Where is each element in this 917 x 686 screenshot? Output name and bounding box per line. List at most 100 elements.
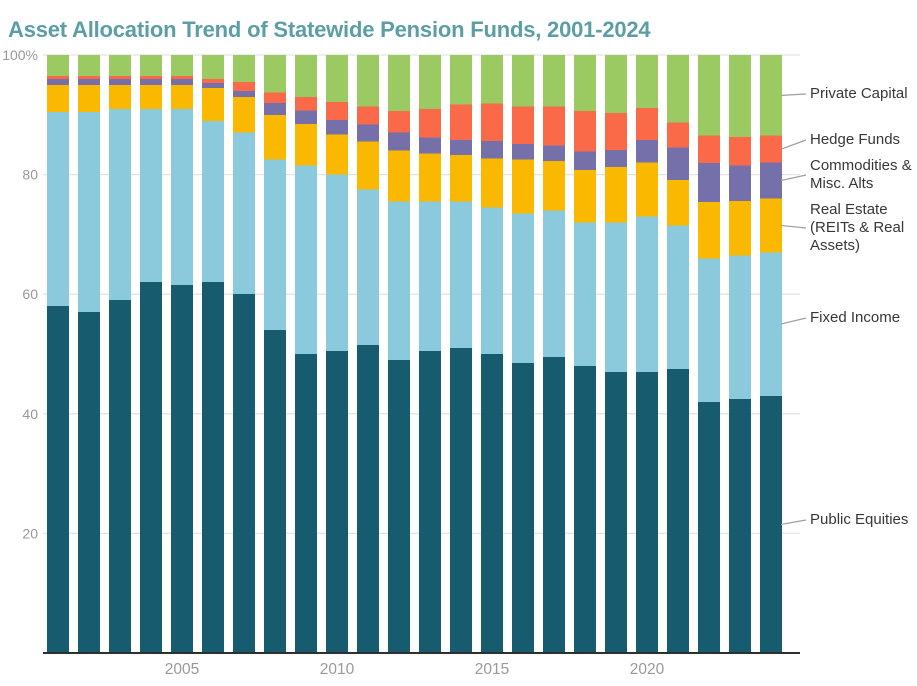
bar-2017: [543, 55, 565, 653]
bar-segment: [698, 55, 720, 136]
bar-segment: [264, 102, 286, 115]
bar-segment: [605, 55, 627, 114]
bar-segment: [47, 84, 69, 112]
bar-segment: [357, 345, 379, 653]
bar-segment: [698, 258, 720, 402]
bar-segment: [202, 55, 224, 79]
bar-segment: [388, 150, 410, 202]
bar-segment: [47, 55, 69, 76]
bar-segment: [574, 55, 596, 112]
bar-segment: [78, 78, 100, 85]
bar-segment: [357, 106, 379, 125]
y-axis-tick-label: 40: [22, 406, 38, 422]
bar-segment: [109, 108, 131, 301]
bar-segment: [264, 114, 286, 160]
bar-segment: [326, 174, 348, 352]
bar-segment: [140, 282, 162, 653]
bar-segment: [233, 132, 255, 295]
bar-segment: [47, 78, 69, 85]
bar-2010: [326, 55, 348, 653]
bar-2024: [760, 55, 782, 653]
bar-2012: [388, 55, 410, 653]
bar-segment: [202, 120, 224, 283]
bar-segment: [729, 200, 751, 256]
legend-leader-line: [780, 139, 807, 150]
bar-segment: [512, 362, 534, 653]
bar-segment: [295, 354, 317, 653]
bar-segment: [109, 300, 131, 653]
bar-segment: [667, 368, 689, 653]
x-axis-tick-label: 2020: [630, 661, 665, 678]
bar-segment: [450, 104, 472, 140]
bar-segment: [574, 169, 596, 223]
bar-segment: [729, 55, 751, 137]
bar-segment: [481, 55, 503, 104]
bar-segment: [78, 55, 100, 76]
bar-2019: [605, 55, 627, 653]
bar-segment: [636, 371, 658, 653]
bar-2018: [574, 55, 596, 653]
bar-segment: [171, 75, 193, 79]
bar-segment: [140, 55, 162, 76]
legend-leader-line: [780, 317, 807, 325]
y-axis-tick-label: 60: [22, 286, 38, 302]
bar-segment: [202, 83, 224, 88]
legend-leader-line: [780, 224, 807, 229]
bar-segment: [295, 110, 317, 124]
bar-segment: [667, 225, 689, 369]
bar-segment: [543, 160, 565, 211]
bar-segment: [326, 351, 348, 653]
bar-2013: [419, 55, 441, 653]
bar-segment: [481, 354, 503, 653]
bar-segment: [419, 137, 441, 154]
bar-segment: [419, 55, 441, 109]
bar-segment: [233, 55, 255, 82]
bar-2003: [109, 55, 131, 653]
bar-segment: [47, 306, 69, 653]
bar-segment: [636, 55, 658, 109]
bar-segment: [78, 111, 100, 313]
bar-segment: [295, 123, 317, 166]
bar-segment: [574, 222, 596, 366]
bar-segment: [264, 159, 286, 331]
bar-segment: [78, 84, 100, 112]
bar-segment: [295, 96, 317, 111]
bar-segment: [481, 103, 503, 142]
bar-segment: [605, 222, 627, 372]
bar-segment: [512, 55, 534, 107]
bar-segment: [667, 179, 689, 226]
bar-2001: [47, 55, 69, 653]
legend-leader-line: [780, 174, 807, 182]
bar-segment: [171, 55, 193, 76]
bar-segment: [202, 87, 224, 121]
bar-segment: [171, 285, 193, 653]
bar-segment: [326, 55, 348, 103]
bar-segment: [357, 189, 379, 346]
bar-segment: [171, 84, 193, 109]
bar-segment: [760, 162, 782, 199]
bar-2023: [729, 55, 751, 653]
bar-segment: [729, 255, 751, 399]
bar-segment: [78, 75, 100, 79]
bar-segment: [450, 348, 472, 653]
bar-2022: [698, 55, 720, 653]
bar-segment: [605, 113, 627, 151]
bar-segment: [729, 136, 751, 166]
bar-segment: [450, 139, 472, 155]
bar-segment: [481, 158, 503, 208]
bar-segment: [543, 106, 565, 146]
bar-segment: [512, 213, 534, 363]
bar-segment: [388, 201, 410, 360]
bar-segment: [326, 120, 348, 135]
series-label-private-capital: Private Capital: [810, 85, 908, 102]
bar-segment: [605, 371, 627, 653]
bar-segment: [481, 141, 503, 159]
bar-segment: [760, 252, 782, 396]
bar-segment: [512, 144, 534, 160]
y-axis-tick-label: 80: [22, 167, 38, 183]
bar-segment: [233, 294, 255, 653]
bar-segment: [450, 154, 472, 202]
bar-segment: [78, 312, 100, 653]
bar-2008: [264, 55, 286, 653]
